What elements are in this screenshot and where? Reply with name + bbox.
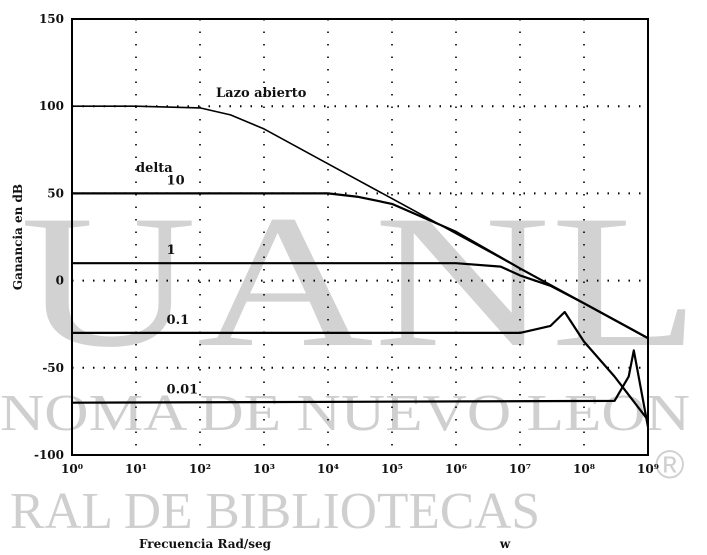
x-tick-label: 10⁶ xyxy=(445,462,467,476)
series-label: 0.1 xyxy=(167,313,190,328)
series-line xyxy=(72,310,649,421)
x-tick-label: 10³ xyxy=(253,462,275,476)
y-tick-label: 50 xyxy=(47,186,64,200)
x-tick-label: 10² xyxy=(189,462,211,476)
series-line xyxy=(72,262,649,340)
y-tick-label: -100 xyxy=(34,448,64,462)
x-tick-label: 10⁹ xyxy=(637,462,659,476)
y-tick-label: 100 xyxy=(39,99,64,113)
delta-header: delta xyxy=(136,161,173,176)
watermark-line-2: RAL DE BIBLIOTECAS xyxy=(10,483,540,540)
x-tick-label: 10¹ xyxy=(125,462,147,476)
y-tick-label: 150 xyxy=(39,12,64,26)
plot-frame xyxy=(71,18,649,456)
x-tick-label: 10⁴ xyxy=(317,462,339,476)
series-lines xyxy=(71,105,650,428)
x-tick-label: 10⁰ xyxy=(61,462,83,476)
series-line xyxy=(71,349,650,428)
watermark-registered-mark: ® xyxy=(655,443,684,487)
x-axis-end-label: w xyxy=(499,537,511,551)
watermark-large: UANL xyxy=(20,177,700,387)
x-tick-label: 10⁷ xyxy=(509,462,531,476)
y-tick-label: 0 xyxy=(56,274,64,288)
series-label: 10 xyxy=(167,173,185,188)
series-labels: Lazo abierto 10 1 0.1 0.01 xyxy=(167,86,307,397)
x-tick-label: 10⁸ xyxy=(573,462,595,476)
watermark-line-1: NOMA DE NUEVO LEON xyxy=(0,385,690,442)
watermark: UANL NOMA DE NUEVO LEON RAL DE BIBLIOTEC… xyxy=(0,177,700,540)
series-label: 0.01 xyxy=(167,383,199,398)
y-tick-label: -50 xyxy=(42,361,64,375)
y-axis-label: Ganancia en dB xyxy=(11,184,25,290)
series-label: Lazo abierto xyxy=(216,86,307,101)
x-axis-label: Frecuencia Rad/seg xyxy=(139,537,272,551)
x-tick-label: 10⁵ xyxy=(381,462,403,476)
series-label: 1 xyxy=(167,243,176,258)
